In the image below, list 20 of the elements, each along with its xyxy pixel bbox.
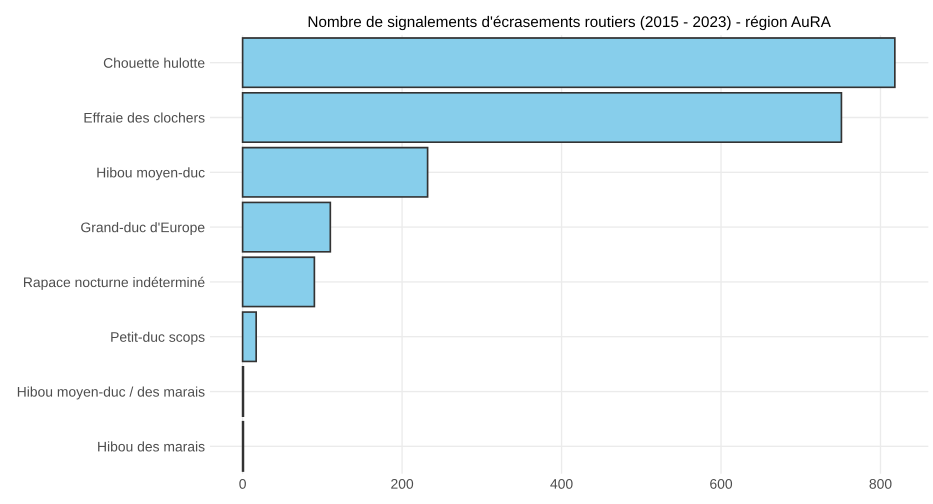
- y-tick-label: Rapace nocturne indéterminé: [24, 276, 204, 290]
- bar: [242, 92, 842, 143]
- y-tick-label: Petit-duc scops: [111, 332, 205, 345]
- y-tick-label: Grand-duc d'Europe: [81, 222, 204, 236]
- y-tick-label: Effraie des clochers: [84, 112, 205, 123]
- bar: [242, 256, 316, 308]
- x-tick-label: 400: [550, 478, 573, 489]
- bar: [242, 311, 258, 362]
- x-tick-label: 600: [710, 478, 732, 489]
- y-tick-label: Hibou moyen-duc / des marais: [18, 386, 205, 400]
- y-tick-label: Hibou des marais: [98, 441, 205, 452]
- y-tick-label: Chouette hulotte: [104, 58, 204, 68]
- x-tick-label: 0: [239, 478, 246, 489]
- bar: [242, 146, 428, 198]
- chart-title: Nombre de signalements d'écrasements routiers (2015 - 2023) - région AuRA: [308, 16, 831, 30]
- x-tick-label: 800: [870, 478, 892, 489]
- bar: [242, 202, 332, 253]
- y-tick-label: Hibou moyen-duc: [97, 167, 205, 180]
- x-tick-label: 200: [391, 478, 414, 489]
- bar: [242, 37, 896, 88]
